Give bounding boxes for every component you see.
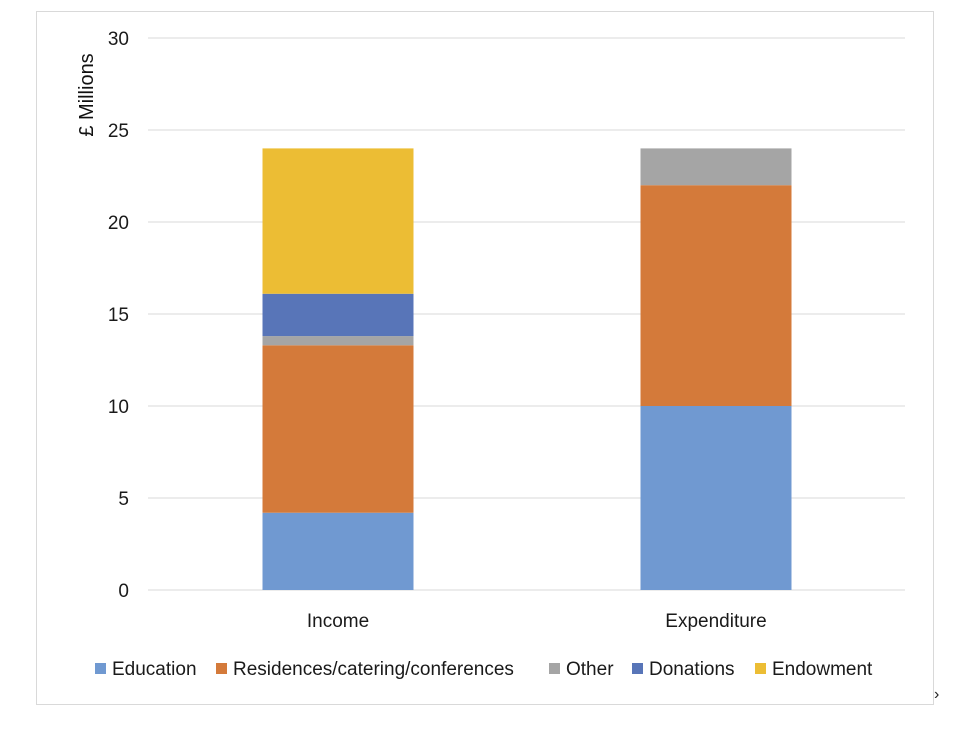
legend-label-residences-catering-conferences: Residences/catering/conferences bbox=[233, 659, 514, 680]
legend-swatch-residences-catering-conferences bbox=[216, 663, 227, 674]
legend-label-education: Education bbox=[112, 659, 197, 680]
x-category-label-expenditure: Expenditure bbox=[665, 611, 766, 632]
x-category-label-income: Income bbox=[307, 611, 369, 632]
chart-frame bbox=[36, 11, 934, 705]
bar-segment-income-endowment bbox=[262, 148, 414, 294]
y-tick-label-0: 0 bbox=[118, 581, 129, 602]
bar-segment-expenditure-other bbox=[640, 148, 792, 186]
legend-label-other: Other bbox=[566, 659, 614, 680]
bar-segment-expenditure-residences-catering-conferences bbox=[640, 185, 792, 406]
stray-mark: › bbox=[934, 686, 940, 703]
legend-swatch-other bbox=[549, 663, 560, 674]
y-tick-label-5: 5 bbox=[118, 489, 129, 510]
bar-segment-income-residences-catering-conferences bbox=[262, 345, 414, 513]
legend-swatch-endowment bbox=[755, 663, 766, 674]
bar-segment-income-education bbox=[262, 512, 414, 590]
y-tick-label-10: 10 bbox=[108, 397, 129, 418]
y-tick-label-15: 15 bbox=[108, 305, 129, 326]
bar-segment-income-other bbox=[262, 336, 414, 346]
bar-segment-expenditure-education bbox=[640, 406, 792, 590]
legend-label-endowment: Endowment bbox=[772, 659, 873, 680]
y-axis-label: £ Millions bbox=[76, 53, 98, 136]
legend-label-donations: Donations bbox=[649, 659, 735, 680]
y-tick-label-25: 25 bbox=[108, 121, 129, 142]
y-tick-label-20: 20 bbox=[108, 213, 129, 234]
legend-swatch-education bbox=[95, 663, 106, 674]
bar-segment-income-donations bbox=[262, 293, 414, 337]
legend-swatch-donations bbox=[632, 663, 643, 674]
y-tick-label-30: 30 bbox=[108, 29, 129, 50]
